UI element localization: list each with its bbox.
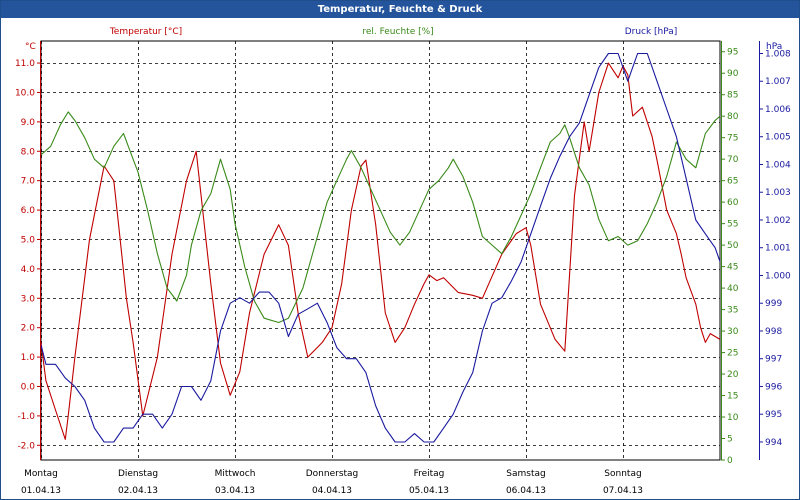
pressure-tick-label: 1.005 (765, 133, 791, 143)
series-line-humidity (40, 111, 721, 324)
humidity-tick-label: 50 (727, 241, 739, 251)
humidity-tick-label: 40 (727, 284, 739, 294)
humidity-tick-label: 65 (727, 177, 738, 187)
labels: -2.0 -1.0 0.0 1.0 2.0 3.0 4.0 5.0 6.0 7.0 8.0 9.0 10… (15, 27, 791, 496)
axes (37, 41, 763, 461)
humidity-tick-label: 80 (727, 112, 739, 122)
temperature-tick-label: -2.0 (17, 441, 35, 451)
temperature-tick-label: 5.0 (21, 235, 36, 245)
temperature-tick-label: 2.0 (21, 324, 36, 334)
temperature-tick-label: 1.0 (21, 353, 36, 363)
pressure-tick-label: 1.006 (765, 105, 791, 115)
x-tick-day: Mittwoch (215, 469, 256, 479)
temperature-tick-label: 3.0 (21, 294, 36, 304)
humidity-tick-label: 55 (727, 220, 738, 230)
pressure-series-label: Druck [hPa] (625, 27, 678, 37)
pressure-tick-label: 1.007 (765, 77, 791, 87)
gridlines (40, 40, 721, 461)
pressure-tick-label: 999 (765, 299, 782, 309)
x-tick-day: Montag (24, 469, 58, 479)
pressure-tick-label: 1.001 (765, 244, 791, 254)
humidity-tick-label: 25 (727, 349, 738, 359)
humidity-tick-label: 85 (727, 91, 738, 101)
x-tick-date: 07.04.13 (603, 486, 643, 496)
x-tick-day: Donnerstag (306, 469, 359, 479)
series-line-temperature (40, 62, 721, 440)
x-tick-day: Freitag (414, 469, 445, 479)
pressure-tick-label: 1.002 (765, 216, 791, 226)
humidity-tick-label: 20 (727, 370, 739, 380)
temperature-tick-label: 9.0 (21, 118, 36, 128)
humidity-tick-label: 0 (727, 456, 733, 466)
x-tick-date: 06.04.13 (506, 486, 546, 496)
temperature-tick-label: 4.0 (21, 265, 36, 275)
temperature-tick-label: 8.0 (21, 147, 36, 157)
temperature-tick-label: 6.0 (21, 206, 36, 216)
humidity-tick-label: 90 (727, 69, 739, 79)
humidity-tick-label: 15 (727, 392, 738, 402)
window-title: Temperatur, Feuchte & Druck (1, 1, 799, 18)
humidity-tick-label: 60 (727, 198, 739, 208)
humidity-tick-label: 30 (727, 327, 739, 337)
temperature-tick-label: 0.0 (21, 382, 36, 392)
temperature-series-label: Temperatur [°C] (109, 27, 182, 37)
temperature-tick-label: -1.0 (17, 412, 35, 422)
x-tick-date: 03.04.13 (215, 486, 255, 496)
humidity-series-label: rel. Feuchte [%] (362, 27, 433, 37)
pressure-tick-label: 997 (765, 355, 782, 365)
pressure-tick-label: 1.000 (765, 271, 791, 281)
temperature-tick-label: 10.0 (15, 88, 35, 98)
humidity-tick-label: 5 (727, 435, 733, 445)
x-tick-day: Dienstag (118, 469, 158, 479)
series-layer (40, 52, 721, 443)
humidity-tick-label: 95 (727, 48, 738, 58)
pressure-tick-label: 995 (765, 410, 782, 420)
pressure-tick-label: 994 (765, 438, 782, 448)
pressure-tick-label: 998 (765, 327, 782, 337)
pressure-tick-label: 1.003 (765, 188, 791, 198)
pressure-tick-label: 1.004 (765, 160, 791, 170)
pressure-tick-label: 1.008 (765, 49, 791, 59)
x-tick-day: Sonntag (604, 469, 641, 479)
temperature-tick-label: 11.0 (15, 59, 35, 69)
humidity-tick-label: 35 (727, 306, 738, 316)
x-tick-date: 02.04.13 (118, 486, 158, 496)
temperature-tick-label: 7.0 (21, 177, 36, 187)
humidity-tick-label: 75 (727, 134, 738, 144)
x-tick-date: 05.04.13 (409, 486, 449, 496)
humidity-tick-label: 45 (727, 263, 738, 273)
x-tick-date: 01.04.13 (21, 486, 61, 496)
plot-frame (40, 40, 721, 461)
pressure-unit-label: hPa (766, 42, 782, 52)
humidity-tick-label: 10 (727, 413, 739, 423)
x-tick-day: Samstag (506, 469, 545, 479)
humidity-tick-label: 70 (727, 155, 739, 165)
x-tick-date: 04.04.13 (312, 486, 352, 496)
temperature-unit-label: °C (25, 42, 36, 52)
series-line-pressure (40, 52, 721, 443)
pressure-tick-label: 996 (765, 382, 782, 392)
